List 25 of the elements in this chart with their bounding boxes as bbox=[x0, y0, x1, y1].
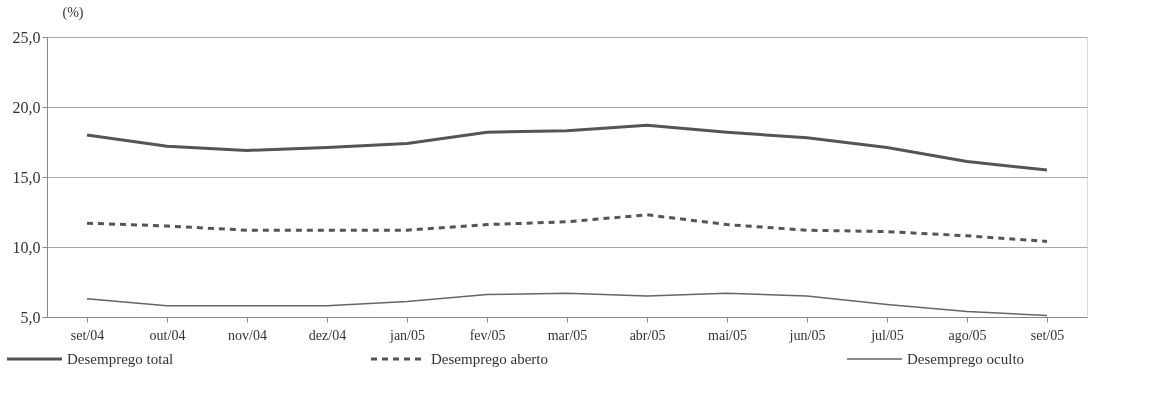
y-tick-label: 25,0 bbox=[12, 28, 41, 46]
x-tick-label: dez/04 bbox=[308, 327, 347, 343]
x-tick-label: set/05 bbox=[1030, 327, 1065, 343]
x-tick-label: fev/05 bbox=[469, 327, 506, 343]
x-tick-label: ago/05 bbox=[948, 327, 987, 343]
y-tick-label: 20,0 bbox=[12, 98, 41, 116]
x-tick-label: jun/05 bbox=[788, 327, 826, 343]
x-tick-label: mai/05 bbox=[708, 327, 747, 343]
line-series bbox=[86, 292, 1048, 317]
y-tick-label: 15,0 bbox=[12, 168, 41, 186]
x-tick-label: out/04 bbox=[149, 327, 186, 343]
y-tick-label: 10,0 bbox=[12, 238, 41, 256]
x-tick-label: mar/05 bbox=[547, 327, 588, 343]
y-axis-title: (%) bbox=[62, 4, 84, 21]
legend-label: Desemprego oculto bbox=[907, 351, 1025, 367]
legend-label: Desemprego aberto bbox=[431, 351, 549, 367]
line-series bbox=[85, 213, 1049, 243]
line-series bbox=[85, 123, 1049, 172]
x-tick-label: nov/04 bbox=[228, 327, 267, 343]
y-tick-label: 5,0 bbox=[20, 308, 41, 326]
x-tick-label: abr/05 bbox=[629, 327, 666, 343]
x-tick-label: jan/05 bbox=[389, 327, 425, 343]
x-tick-label: set/04 bbox=[70, 327, 105, 343]
x-tick-label: jul/05 bbox=[870, 327, 904, 343]
legend-label: Desemprego total bbox=[67, 351, 174, 367]
